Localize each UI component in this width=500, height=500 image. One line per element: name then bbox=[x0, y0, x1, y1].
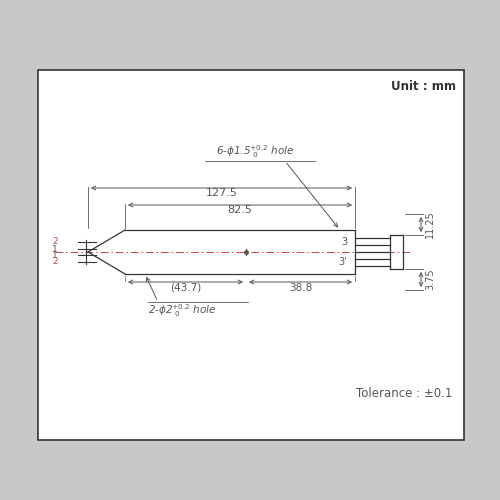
Text: 11.25: 11.25 bbox=[425, 210, 435, 238]
Text: (43.7): (43.7) bbox=[170, 283, 201, 293]
Text: 127.5: 127.5 bbox=[206, 188, 238, 198]
Text: Unit : mm: Unit : mm bbox=[391, 80, 456, 93]
Text: 3.75: 3.75 bbox=[425, 268, 435, 290]
Text: 1: 1 bbox=[52, 250, 58, 260]
Text: 2: 2 bbox=[52, 238, 58, 246]
Text: 3: 3 bbox=[341, 237, 347, 247]
Bar bbox=[38, 70, 464, 440]
Text: 38.8: 38.8 bbox=[289, 283, 312, 293]
Text: 2: 2 bbox=[52, 258, 58, 266]
Text: 2-$\phi$2$^{+0.2}_{\ 0}$ hole: 2-$\phi$2$^{+0.2}_{\ 0}$ hole bbox=[148, 302, 216, 319]
Text: 82.5: 82.5 bbox=[228, 205, 252, 215]
Text: 3': 3' bbox=[338, 257, 347, 267]
Text: 6-$\phi$1.5$^{+0.2}_{\ 0}$ hole: 6-$\phi$1.5$^{+0.2}_{\ 0}$ hole bbox=[216, 143, 294, 160]
Text: Tolerance : ±0.1: Tolerance : ±0.1 bbox=[356, 387, 452, 400]
Text: 1: 1 bbox=[52, 244, 58, 254]
